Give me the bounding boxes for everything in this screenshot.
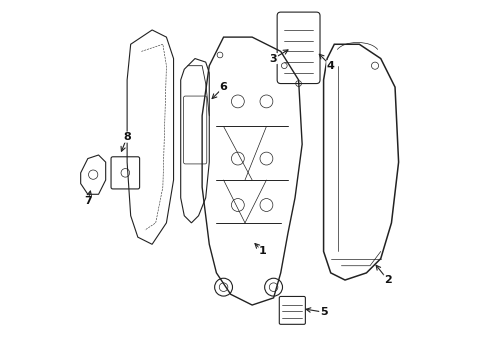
Text: 5: 5 [320, 307, 327, 317]
Text: 7: 7 [84, 197, 92, 206]
Text: 3: 3 [270, 54, 277, 64]
Text: 4: 4 [327, 61, 335, 71]
Text: 2: 2 [384, 275, 392, 285]
Text: 6: 6 [220, 82, 227, 92]
Text: 1: 1 [259, 247, 267, 256]
Text: 8: 8 [123, 132, 131, 142]
